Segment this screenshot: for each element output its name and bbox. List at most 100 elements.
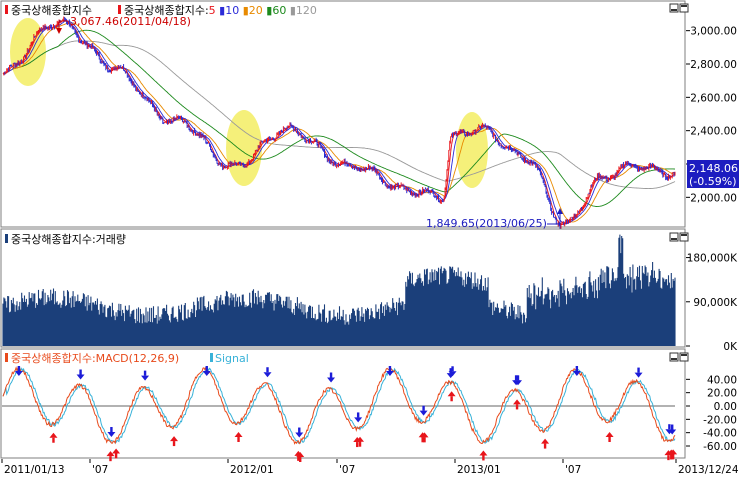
minimize-box-icon[interactable] <box>669 232 679 242</box>
buy-arrow-stem <box>667 455 670 461</box>
price-pane-frame <box>0 0 686 228</box>
legend-swatch-volume <box>5 234 8 243</box>
macd-pane-controls[interactable] <box>669 352 689 362</box>
sell-arrow-stem <box>79 369 82 375</box>
highlight-ellipse <box>226 110 262 186</box>
sell-arrow-stem <box>205 366 208 371</box>
last-price-change: (-0.59%) <box>689 175 737 188</box>
x-tick-label: '07 <box>92 464 108 476</box>
minimize-box-icon[interactable] <box>669 3 679 13</box>
sell-arrow-stem <box>329 372 333 378</box>
x-tick-label: 2011/01/13 <box>4 464 65 476</box>
legend-series-label: 중국상해종합지수 <box>11 3 92 17</box>
volume-pane-controls[interactable] <box>669 232 689 242</box>
macd-legend: 중국상해종합지수:MACD(12,26,9) Signal <box>5 351 249 365</box>
buy-arrow-icon <box>356 436 365 442</box>
price-tick-label: 3,000.00 <box>690 26 737 38</box>
sell-arrow-icon <box>327 377 336 383</box>
buy-arrow-icon <box>479 450 488 456</box>
x-tick-label: '07 <box>339 464 355 476</box>
sell-arrow-icon <box>419 410 428 416</box>
legend-swatch-price <box>5 5 8 14</box>
buy-arrow-icon <box>420 432 429 438</box>
buy-arrow-stem <box>114 453 118 459</box>
buy-arrow-icon <box>296 452 305 457</box>
sell-arrow-stem <box>668 424 671 430</box>
buy-arrow-stem <box>297 455 300 461</box>
sell-arrow-icon <box>354 417 363 423</box>
sell-arrow-icon <box>448 371 457 377</box>
legend-ma10-swatch: ▮ <box>216 4 226 17</box>
legend-ma-prefix: 중국상해종합지수: <box>124 3 209 17</box>
buy-arrow-stem <box>356 442 359 448</box>
buy-arrow-icon <box>605 431 614 437</box>
sell-arrow-icon <box>107 432 116 438</box>
sell-arrow-stem <box>110 427 113 433</box>
ma20-line <box>2 22 676 223</box>
sell-arrow-icon <box>572 371 581 376</box>
buy-arrow-stem <box>482 455 485 461</box>
macd-line <box>2 366 676 445</box>
volume-tick-label: 90,000K <box>693 297 738 309</box>
x-axis-dates: 2011/01/13 '07 2012/01 '07 2013/01 '07 2013/12… <box>1 459 739 476</box>
low-annotation-label: 1,849.65(2013/06/25) <box>426 217 547 230</box>
macd-plot <box>2 366 678 462</box>
price-tick-label: 2,000.00 <box>690 192 737 204</box>
sell-arrow-icon <box>202 371 211 376</box>
sell-arrow-stem <box>143 370 147 376</box>
price-tick-label: 2,600.00 <box>690 92 737 104</box>
buy-arrow-stem <box>299 457 302 462</box>
x-tick-label: '07 <box>565 464 581 476</box>
buy-arrow-stem <box>671 454 675 460</box>
buy-arrow-icon <box>669 449 678 455</box>
signal-legend-label: Signal <box>215 352 249 365</box>
legend-swatch-macd <box>5 353 8 362</box>
sell-arrow-icon <box>295 432 304 438</box>
sell-arrow-stem <box>451 366 454 372</box>
macd-tick-label: 20.00 <box>707 388 737 400</box>
sell-arrow-icon <box>668 429 677 435</box>
buy-arrow-icon <box>447 391 456 397</box>
buy-arrow-stem <box>109 456 112 462</box>
macd-tick-label: -40.00 <box>703 428 737 440</box>
price-plot <box>2 16 676 229</box>
sell-arrow-stem <box>422 405 425 411</box>
sell-arrow-stem <box>637 367 640 373</box>
price-tick-label: 2,800.00 <box>690 59 737 71</box>
high-annotation-label: 3,067.46(2011/04/18) <box>70 15 191 28</box>
legend-ma-row: 중국상해종합지수:5 ▮10 ▮20 ▮60 ▮120 <box>124 3 317 17</box>
legend-ma60: 60 <box>272 4 286 17</box>
macd-tick-label: 0.00 <box>714 401 737 413</box>
sell-arrow-stem <box>516 375 520 381</box>
volume-bars <box>2 234 676 346</box>
price-pane-controls[interactable] <box>669 3 689 13</box>
buy-arrow-stem <box>52 437 55 443</box>
maximize-box-icon[interactable] <box>679 352 689 362</box>
sell-arrow-stem <box>449 368 452 374</box>
maximize-box-icon[interactable] <box>679 232 689 242</box>
legend-ma20-swatch: ▮ <box>239 4 249 17</box>
x-tick-label: 2013/12/24 <box>678 464 739 476</box>
buy-arrow-stem <box>515 404 519 410</box>
buy-arrow-icon <box>170 436 179 442</box>
macd-tick-label: -20.00 <box>703 414 737 426</box>
legend-ma120: 120 <box>296 4 317 17</box>
last-price-value: 2,148.06 <box>689 162 738 175</box>
buy-arrow-stem <box>421 437 424 443</box>
volume-tick-label: 0K <box>723 341 738 353</box>
sell-arrow-icon <box>634 372 643 378</box>
buy-arrow-icon <box>513 399 522 405</box>
x-tick-label: 2012/01 <box>230 464 274 476</box>
sell-arrow-icon <box>513 380 522 386</box>
minimize-box-icon[interactable] <box>669 352 679 362</box>
sell-arrow-stem <box>17 366 21 371</box>
buy-arrow-icon <box>234 431 243 437</box>
sell-arrow-icon <box>14 371 23 376</box>
macd-tick-label: -60.00 <box>703 441 737 453</box>
buy-arrow-stem <box>608 436 611 442</box>
maximize-box-icon[interactable] <box>679 3 689 13</box>
high-annotation: 3,067.46(2011/04/18) <box>56 15 191 34</box>
buy-arrow-icon <box>112 448 121 454</box>
macd-tick-label: 40.00 <box>707 374 737 386</box>
legend-swatch-ma <box>118 5 121 14</box>
